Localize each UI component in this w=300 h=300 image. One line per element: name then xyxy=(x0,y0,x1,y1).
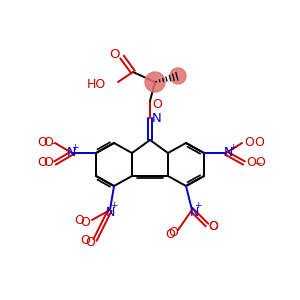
Text: O: O xyxy=(85,236,95,250)
Text: N: N xyxy=(105,206,115,218)
Text: O: O xyxy=(110,47,120,61)
Text: O: O xyxy=(208,220,218,233)
Text: +: + xyxy=(110,202,118,211)
Text: O: O xyxy=(37,157,47,169)
Circle shape xyxy=(145,72,165,92)
Text: O: O xyxy=(255,157,265,169)
Text: +: + xyxy=(229,142,237,152)
Text: O: O xyxy=(244,136,254,149)
Text: N: N xyxy=(189,206,199,218)
Text: +: + xyxy=(194,202,202,211)
Text: N: N xyxy=(66,146,76,160)
Text: HO: HO xyxy=(87,77,106,91)
Text: O: O xyxy=(80,215,90,229)
Text: O: O xyxy=(165,227,175,241)
Text: O: O xyxy=(43,136,53,149)
Text: O: O xyxy=(37,136,47,149)
Circle shape xyxy=(170,68,186,84)
Text: O: O xyxy=(152,98,162,110)
Text: O: O xyxy=(43,157,53,169)
Text: N: N xyxy=(152,112,162,124)
Text: N: N xyxy=(223,146,233,160)
Text: O: O xyxy=(254,136,264,149)
Text: O: O xyxy=(168,226,178,239)
Text: O: O xyxy=(246,157,256,169)
Text: O: O xyxy=(208,220,218,233)
Text: −: − xyxy=(50,139,58,148)
Text: O: O xyxy=(74,214,84,227)
Text: −: − xyxy=(254,158,262,167)
Text: +: + xyxy=(71,142,79,152)
Text: O: O xyxy=(80,233,90,247)
